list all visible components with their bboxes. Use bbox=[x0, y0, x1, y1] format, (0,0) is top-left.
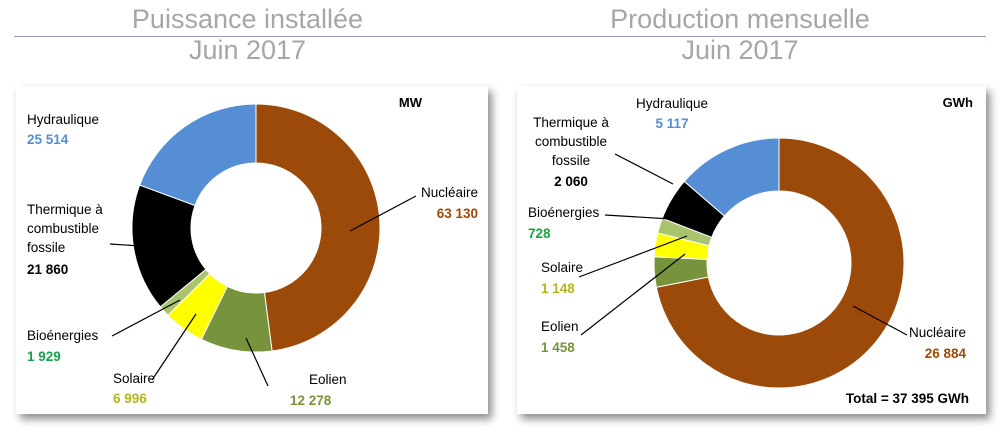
installed-category-label-hydraulique: Hydraulique bbox=[27, 112, 99, 127]
installed-category-label-thermique: Thermique à bbox=[27, 202, 103, 217]
production-category-label-nucleaire: Nucléaire bbox=[909, 325, 966, 340]
chart-title-right-line2: Juin 2017 bbox=[681, 35, 799, 65]
production-leader-line-nucleaire bbox=[852, 305, 908, 336]
production-leader-line-eolien bbox=[580, 253, 686, 336]
installed-value-label-thermique: 21 860 bbox=[27, 262, 68, 277]
chart-panel-monthly-production: Nucléaire 26 884 Eolien 1 458 Solaire 1 148 Bi… bbox=[517, 86, 986, 414]
chart-title-left-line2: Juin 2017 bbox=[188, 35, 307, 65]
installed-category-label-thermique: fossile bbox=[27, 240, 65, 255]
production-value-label-solaire: 1 148 bbox=[541, 281, 575, 296]
installed-category-label-eolien: Eolien bbox=[309, 372, 347, 387]
chart-title-right-line1: Production mensuelle bbox=[610, 4, 870, 34]
installed-slice-nucleaire bbox=[255, 103, 381, 352]
installed-category-label-nucleaire: Nucléaire bbox=[421, 185, 478, 200]
production-category-label-bioenergies: Bioénergies bbox=[528, 205, 600, 220]
production-value-label-eolien: 1 458 bbox=[541, 340, 575, 355]
production-category-label-thermique: combustible bbox=[535, 134, 607, 149]
installed-unit-label: MW bbox=[399, 95, 423, 110]
installed-value-label-hydraulique: 25 514 bbox=[27, 132, 69, 147]
installed-leader-line-bioenergies bbox=[111, 299, 181, 337]
production-leader-line-thermique bbox=[614, 153, 674, 185]
production-category-label-thermique: fossile bbox=[552, 153, 590, 168]
donut-chart-installed-capacity: Nucléaire 63 130 Eolien 12 278 Solaire 6 996 B… bbox=[27, 95, 478, 408]
chart-title-right: Production mensuelle Juin 2017 bbox=[510, 4, 970, 66]
production-value-label-hydraulique: 5 117 bbox=[655, 116, 688, 131]
production-unit-label: GWh bbox=[943, 95, 973, 110]
production-category-label-eolien: Eolien bbox=[541, 319, 579, 334]
donut-chart-monthly-production: Nucléaire 26 884 Eolien 1 458 Solaire 1 148 Bi… bbox=[528, 95, 973, 406]
chart-title-left: Puissance installée Juin 2017 bbox=[20, 4, 475, 66]
production-slice-nucleaire bbox=[655, 137, 905, 389]
production-value-label-bioenergies: 728 bbox=[528, 226, 551, 241]
installed-category-label-thermique: combustible bbox=[27, 221, 99, 236]
production-slice-hydraulique bbox=[683, 137, 780, 217]
production-value-label-nucleaire: 26 884 bbox=[925, 346, 967, 361]
installed-leader-line-thermique bbox=[109, 243, 157, 248]
installed-category-label-solaire: Solaire bbox=[113, 371, 155, 386]
installed-value-label-eolien: 12 278 bbox=[290, 393, 332, 408]
installed-category-label-bioenergies: Bioénergies bbox=[27, 328, 99, 343]
installed-slice-hydraulique bbox=[139, 103, 257, 207]
production-value-label-thermique: 2 060 bbox=[554, 174, 588, 189]
installed-leader-line-solaire bbox=[151, 313, 197, 381]
production-category-label-solaire: Solaire bbox=[541, 260, 583, 275]
production-leader-line-solaire bbox=[578, 235, 688, 278]
installed-value-label-nucleaire: 63 130 bbox=[437, 206, 478, 221]
production-leader-line-bioenergies bbox=[604, 214, 688, 221]
production-category-label-hydraulique: Hydraulique bbox=[636, 96, 708, 111]
production-total-label: Total = 37 395 GWh bbox=[846, 391, 969, 406]
chart-title-left-line1: Puissance installée bbox=[131, 4, 364, 34]
chart-panel-installed-capacity: Nucléaire 63 130 Eolien 12 278 Solaire 6 996 B… bbox=[16, 86, 488, 414]
installed-leader-line-eolien bbox=[245, 337, 269, 387]
installed-value-label-solaire: 6 996 bbox=[113, 391, 147, 406]
title-divider bbox=[14, 36, 986, 37]
production-category-label-thermique: Thermique à bbox=[533, 115, 609, 130]
installed-leader-line-nucleaire bbox=[349, 195, 417, 232]
installed-value-label-bioenergies: 1 929 bbox=[27, 349, 61, 364]
